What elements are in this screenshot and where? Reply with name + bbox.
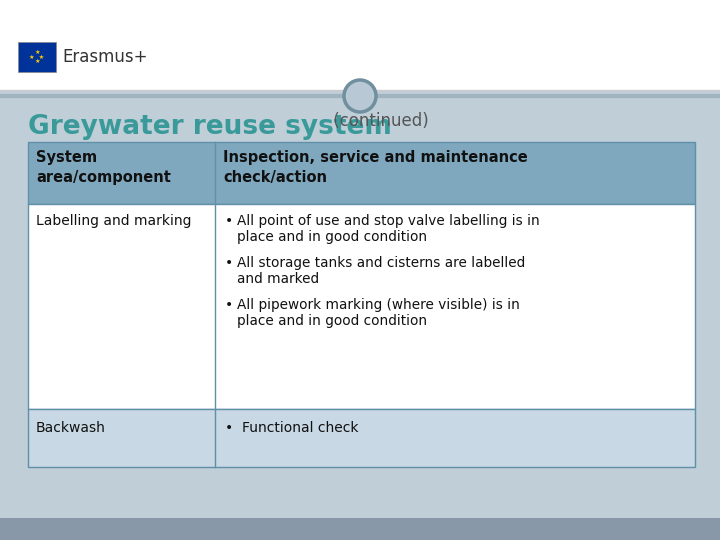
Text: check/action: check/action [223,170,327,185]
Text: Erasmus+: Erasmus+ [62,48,148,66]
Text: All point of use and stop valve labelling is in: All point of use and stop valve labellin… [237,214,540,228]
Text: Backwash: Backwash [36,421,106,435]
Bar [0,96,720,518]
Bar [0,0,720,90]
Bar [28,204,695,409]
Text: •: • [225,256,233,270]
Text: area/component: area/component [36,170,171,185]
Circle shape [344,80,376,112]
Bar [18,42,56,72]
Text: Inspection, service and maintenance: Inspection, service and maintenance [223,150,528,165]
Text: place and in good condition: place and in good condition [237,230,427,244]
Text: •: • [225,298,233,312]
Text: •: • [225,214,233,228]
Text: place and in good condition: place and in good condition [237,314,427,328]
Text: Labelling and marking: Labelling and marking [36,214,192,228]
Text: System: System [36,150,97,165]
Bar [28,142,695,204]
Text: and marked: and marked [237,272,319,286]
Bar [0,518,720,540]
Text: Greywater reuse system: Greywater reuse system [28,114,392,140]
Text: •  Functional check: • Functional check [225,421,359,435]
Bar [28,409,695,467]
Text: All pipework marking (where visible) is in: All pipework marking (where visible) is … [237,298,520,312]
Text: All storage tanks and cisterns are labelled: All storage tanks and cisterns are label… [237,256,526,270]
Text: ★
★  ★
★: ★ ★ ★ ★ [30,50,45,64]
Text: (continued): (continued) [328,112,428,130]
